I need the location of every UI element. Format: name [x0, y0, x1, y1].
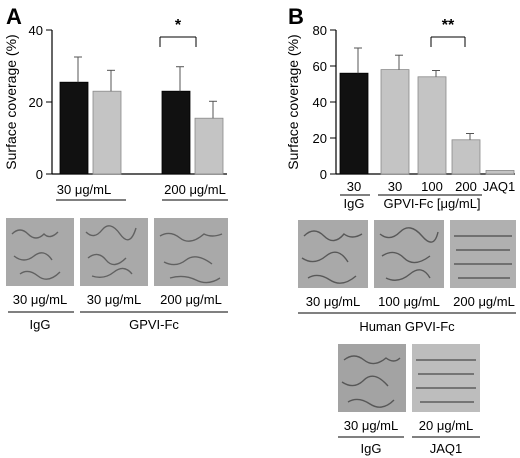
panel-b-control-caption: 20 μg/mL: [419, 418, 473, 433]
panel-a-xlabel: 30 μg/mL: [57, 182, 111, 197]
panel-b-ytick: 20: [313, 131, 327, 146]
panel-a-bar: [194, 117, 224, 175]
panel-b-bar: [339, 72, 369, 175]
panel-a-ytick: 40: [29, 23, 43, 38]
panel-b-group-human-gpvi: Human GPVI-Fc: [359, 319, 455, 334]
panel-a-group-igg: IgG: [30, 317, 51, 332]
panel-a-micro-caption: 30 μg/mL: [87, 292, 141, 307]
panel-a-bar: [59, 81, 89, 175]
panel-a-letter: A: [6, 4, 22, 29]
panel-a-group-gpvi: GPVI-Fc: [129, 317, 179, 332]
panel-b-bar: [417, 76, 447, 175]
panel-b-control-caption: 30 μg/mL: [344, 418, 398, 433]
panel-a-micro-caption: 30 μg/mL: [13, 292, 67, 307]
panel-a-micrographs: [6, 218, 228, 286]
panel-b-category: 200: [455, 179, 477, 194]
panel-b-bar: [485, 169, 515, 175]
panel-b-micro-caption: 100 μg/mL: [378, 294, 440, 309]
panel-b-category: JAQ1: [483, 179, 516, 194]
panel-b-group-jaq1: JAQ1: [430, 441, 463, 456]
panel-a-ylabel: Surface coverage (%): [3, 34, 19, 169]
panel-a-significance: *: [175, 17, 182, 34]
micrograph-b-gpvi-200: [450, 220, 516, 288]
micrograph-a-igg-30: [6, 218, 74, 286]
panel-b-ytick: 80: [313, 23, 327, 38]
panel-b-bar: [451, 139, 481, 175]
panel-a-ytick: 20: [29, 95, 43, 110]
panel-b-micro-caption: 30 μg/mL: [306, 294, 360, 309]
panel-b-bar: [380, 69, 410, 175]
micrograph-b-jaq1-20: [412, 344, 480, 412]
panel-b-ytick: 60: [313, 59, 327, 74]
panel-a-significance-bracket: [159, 36, 197, 47]
panel-b-micro-caption: 200 μg/mL: [453, 294, 515, 309]
panel-b-ytick: 0: [320, 167, 327, 182]
panel-a-xlabel: 200 μg/mL: [164, 182, 226, 197]
micrograph-a-gpvi-200: [154, 218, 228, 286]
panel-a-ytick: 0: [36, 167, 43, 182]
micrograph-a-gpvi-30: [80, 218, 148, 286]
panel-b-micrographs: [298, 220, 516, 288]
panel-b-ytick: 40: [313, 95, 327, 110]
panel-b-category: 100: [421, 179, 443, 194]
panel-b-significance-bracket: [430, 36, 466, 47]
panel-b-control-micrographs: [338, 344, 480, 412]
panel-b-group-gpvi: GPVI-Fc [μg/mL]: [383, 196, 480, 211]
panel-b-bars: [339, 47, 515, 175]
panel-b-significance: **: [442, 17, 455, 34]
panel-a-bars: [59, 56, 224, 175]
panel-b-category: 30: [388, 179, 402, 194]
panel-b-ylabel: Surface coverage (%): [285, 34, 301, 169]
panel-a-bar: [161, 90, 191, 175]
panel-b-group-igg: IgG: [344, 196, 365, 211]
panel-a-micro-caption: 200 μg/mL: [160, 292, 222, 307]
panel-a-bar: [92, 90, 122, 175]
panel-b-group-igg-control: IgG: [361, 441, 382, 456]
panel-b-category: 30: [347, 179, 361, 194]
panel-b-letter: B: [288, 4, 304, 29]
